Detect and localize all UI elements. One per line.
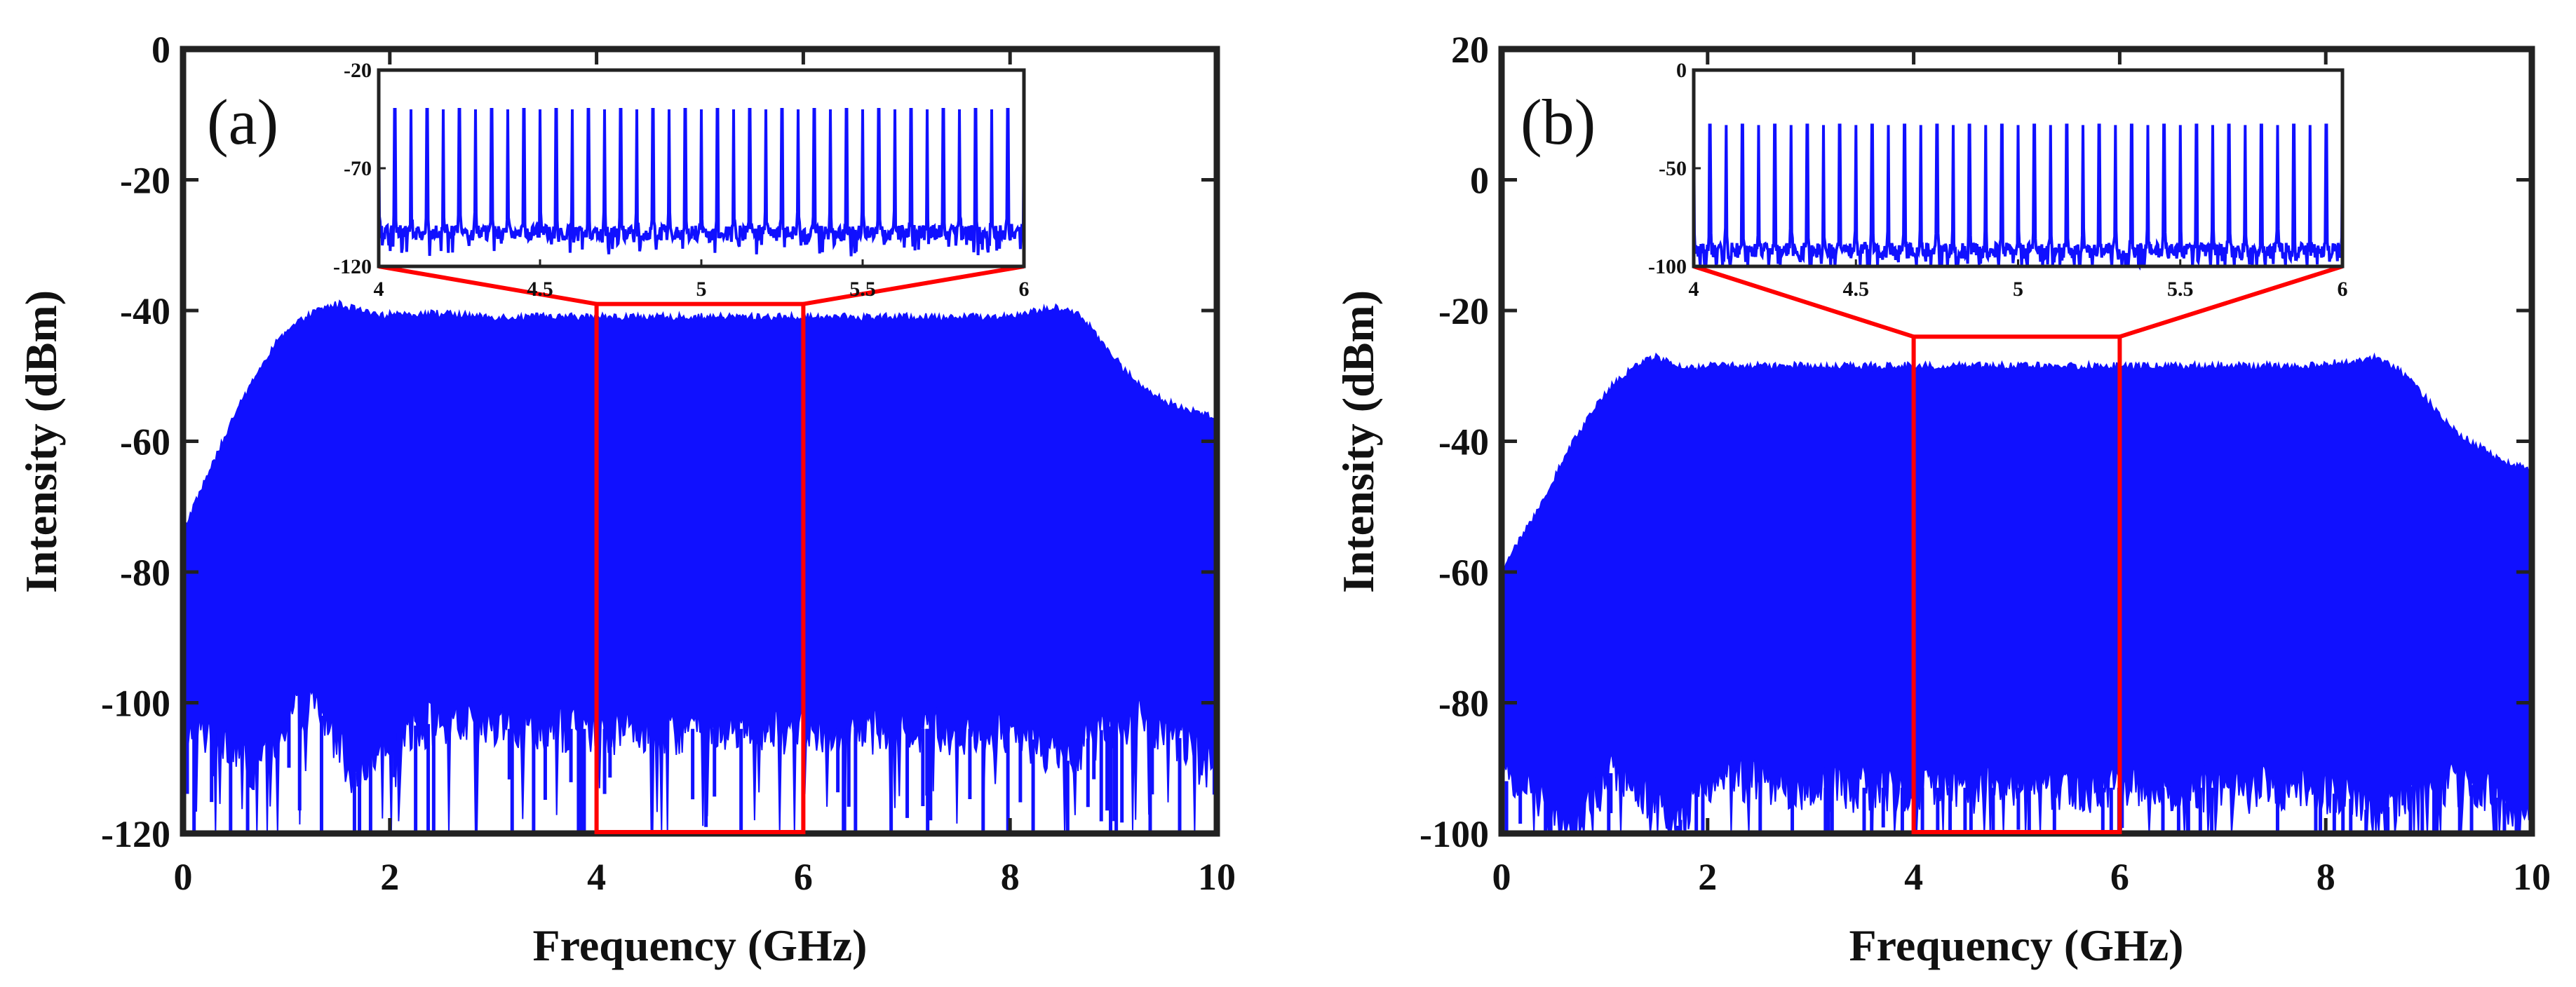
inset-y-tick-label: -120 <box>333 255 372 278</box>
y-tick-label: 0 <box>1470 160 1489 202</box>
inset-x-tick-label: 4 <box>374 278 384 301</box>
x-tick-label: 8 <box>2317 856 2335 898</box>
inset-x-tick-label: 6 <box>1019 278 1030 301</box>
panel-a-zoom-box <box>378 264 1025 834</box>
inset-y-tick-label: 0 <box>1676 59 1687 82</box>
y-tick-label: -20 <box>1438 290 1489 332</box>
panel-b-zoom-box <box>1693 264 2343 834</box>
zoom-connector-left <box>378 264 598 306</box>
x-tick-label: 2 <box>1698 856 1717 898</box>
y-tick-label: -100 <box>101 683 170 725</box>
y-tick-label: -120 <box>101 813 170 855</box>
panel-b-xlabel: Frequency (GHz) <box>1849 920 2184 970</box>
y-tick-label: -60 <box>1438 552 1489 594</box>
inset-comb-line <box>377 108 1025 257</box>
x-tick-label: 10 <box>1198 856 1236 898</box>
y-tick-label: -20 <box>120 160 170 202</box>
inset-x-tick-label: 5.5 <box>849 278 876 301</box>
x-tick-label: 4 <box>1904 856 1923 898</box>
panel-a-xlabel: Frequency (GHz) <box>533 920 868 970</box>
panel-b-ylabel: Intensity (dBm) <box>1333 290 1383 593</box>
zoom-rectangle <box>1911 334 2122 834</box>
x-tick-label: 6 <box>794 856 813 898</box>
y-tick-label: -80 <box>120 552 170 594</box>
inset-x-tick-label: 5 <box>696 278 707 301</box>
inset-y-tick-label: -70 <box>344 157 372 180</box>
panel-a-ticks: 0 2 4 6 8 10 0 -20 -40 -60 -80 -100 -120 <box>101 29 1236 898</box>
inset-y-tick-label: -50 <box>1659 157 1687 180</box>
y-tick-label: 20 <box>1451 29 1489 71</box>
zoom-connector-right <box>2119 264 2343 339</box>
x-tick-label: 0 <box>174 856 193 898</box>
inset-x-tick-label: 6 <box>2338 278 2348 301</box>
x-tick-label: 0 <box>1492 856 1511 898</box>
panel-b-ticks: 0 2 4 6 8 10 20 0 -20 -40 -60 -80 -100 <box>1420 29 2551 898</box>
inset-y-tick-label: -20 <box>344 59 372 82</box>
x-tick-label: 6 <box>2110 856 2129 898</box>
inset-y-tick-label: -100 <box>1648 255 1687 278</box>
inset-x-tick-label: 5.5 <box>2167 278 2194 301</box>
inset-x-tick-label: 4.5 <box>1843 278 1870 301</box>
x-tick-label: 10 <box>2513 856 2551 898</box>
y-tick-label: -80 <box>1438 683 1489 725</box>
y-tick-label: -60 <box>120 421 170 463</box>
panel-a-inset: 4 4.5 5 5.5 6 -20 -70 -120 <box>333 59 1030 301</box>
x-tick-label: 4 <box>587 856 606 898</box>
panel-b: 0 2 4 6 8 10 20 0 -20 -40 -60 -80 -100 (b) Frequency… <box>1333 29 2551 970</box>
panel-a-label: (a) <box>207 86 278 158</box>
inset-x-tick-label: 5 <box>2013 278 2023 301</box>
y-tick-label: 0 <box>151 29 170 71</box>
panel-a: 0 2 4 6 8 10 0 -20 -40 -60 -80 -100 -120 (a) Frequen… <box>16 29 1236 970</box>
panel-b-label: (b) <box>1520 86 1596 158</box>
zoom-connector-left <box>1693 264 1915 339</box>
panel-a-ylabel: Intensity (dBm) <box>16 290 66 593</box>
zoom-rectangle <box>594 301 806 834</box>
y-tick-label: -40 <box>1438 421 1489 463</box>
inset-comb-line <box>1692 123 2344 271</box>
spectrum-area <box>1501 352 2533 836</box>
y-tick-label: -100 <box>1420 813 1489 855</box>
zoom-connector-right <box>802 264 1025 306</box>
panel-b-spectrum <box>1501 352 2533 836</box>
x-tick-label: 2 <box>380 856 399 898</box>
inset-x-tick-label: 4 <box>1689 278 1699 301</box>
inset-x-tick-label: 4.5 <box>527 278 553 301</box>
panel-b-inset: 4 4.5 5 5.5 6 0 -50 -100 <box>1648 59 2348 301</box>
x-tick-label: 8 <box>1001 856 1020 898</box>
y-tick-label: -40 <box>120 290 170 332</box>
